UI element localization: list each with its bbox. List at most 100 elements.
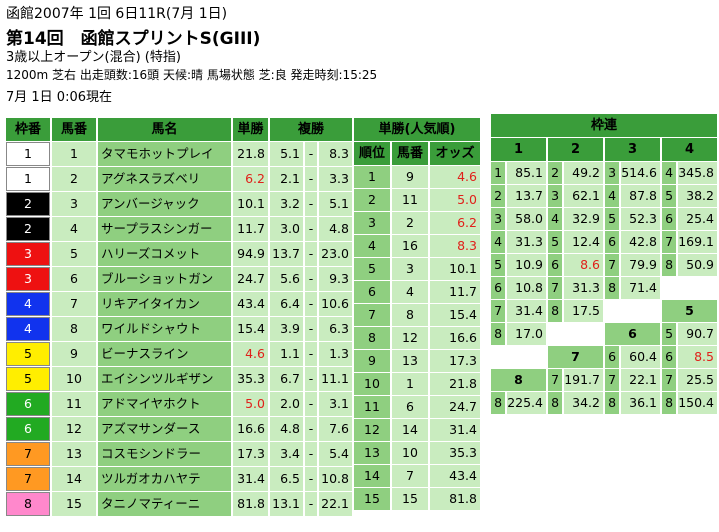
waku-number: 5 bbox=[6, 342, 50, 366]
popularity-odds: 43.4 bbox=[430, 465, 480, 487]
place-odds-separator: - bbox=[305, 167, 317, 191]
wakuren-pair-waku: 4 bbox=[605, 185, 620, 207]
wakuren-row: 8 7 191.7 7 22.1 7 25.5 bbox=[491, 369, 717, 391]
umaban: 9 bbox=[52, 342, 96, 366]
popularity-odds: 4.6 bbox=[430, 166, 480, 188]
place-odds-high: 5.4 bbox=[319, 442, 352, 466]
wakuren-pair-waku: 8 bbox=[662, 392, 677, 414]
place-odds-separator: - bbox=[305, 192, 317, 216]
umaban: 6 bbox=[52, 267, 96, 291]
wakuren-odds: 345.8 bbox=[678, 162, 717, 184]
horse-row: 5 10 エイシンツルギザン 35.3 6.7-11.1 bbox=[6, 367, 352, 391]
place-odds-high: 1.3 bbox=[319, 342, 352, 366]
popularity-rank: 6 bbox=[354, 281, 390, 303]
place-odds-separator: - bbox=[305, 267, 317, 291]
popularity-umaban: 11 bbox=[392, 189, 428, 211]
wakuren-group-header: 8 bbox=[491, 369, 546, 391]
popularity-title-row: 単勝(人気順) bbox=[354, 118, 480, 141]
col-header-win: 単勝 bbox=[233, 118, 268, 141]
wakuren-row: 8 225.4 8 34.2 8 36.1 8 150.4 bbox=[491, 392, 717, 414]
umaban: 12 bbox=[52, 417, 96, 441]
umaban: 5 bbox=[52, 242, 96, 266]
wakuren-col-3: 3 bbox=[605, 138, 660, 161]
horse-name: リキアイタイカン bbox=[98, 292, 231, 316]
win-odds: 17.3 bbox=[233, 442, 268, 466]
popularity-umaban: 6 bbox=[392, 396, 428, 418]
popularity-row: 8 12 16.6 bbox=[354, 327, 480, 349]
place-odds-separator: - bbox=[305, 417, 317, 441]
horse-row: 4 7 リキアイタイカン 43.4 6.4-10.6 bbox=[6, 292, 352, 316]
place-odds-low: 6.5 bbox=[270, 467, 303, 491]
place-odds-high: 7.6 bbox=[319, 417, 352, 441]
popularity-row: 5 3 10.1 bbox=[354, 258, 480, 280]
horse-row: 1 1 タマモホットプレイ 21.8 5.1-8.3 bbox=[6, 142, 352, 166]
wakuren-group-header: 6 bbox=[605, 323, 660, 345]
waku-number: 4 bbox=[6, 292, 50, 316]
horse-name: サープラスシンガー bbox=[98, 217, 231, 241]
horse-row: 7 13 コスモシンドラー 17.3 3.4-5.4 bbox=[6, 442, 352, 466]
wakuren-empty bbox=[605, 300, 660, 322]
place-odds-high: 3.1 bbox=[319, 392, 352, 416]
umaban: 3 bbox=[52, 192, 96, 216]
place-odds-high: 5.1 bbox=[319, 192, 352, 216]
wakuren-odds: 17.5 bbox=[564, 300, 603, 322]
wakuren-odds: 10.8 bbox=[507, 277, 546, 299]
wakuren-odds: 17.0 bbox=[507, 323, 546, 345]
wakuren-empty bbox=[491, 346, 546, 368]
popularity-rank: 4 bbox=[354, 235, 390, 257]
wakuren-odds: 49.2 bbox=[564, 162, 603, 184]
wakuren-odds: 36.1 bbox=[621, 392, 660, 414]
popularity-rank: 12 bbox=[354, 419, 390, 441]
popularity-row: 10 1 21.8 bbox=[354, 373, 480, 395]
wakuren-odds: 42.8 bbox=[621, 231, 660, 253]
wakuren-odds: 514.6 bbox=[621, 162, 660, 184]
place-odds-low: 6.4 bbox=[270, 292, 303, 316]
popularity-umaban: 16 bbox=[392, 235, 428, 257]
horse-name: アドマイヤホクト bbox=[98, 392, 231, 416]
win-odds: 31.4 bbox=[233, 467, 268, 491]
popularity-rank: 8 bbox=[354, 327, 390, 349]
popularity-rank: 13 bbox=[354, 442, 390, 464]
win-odds: 24.7 bbox=[233, 267, 268, 291]
wakuren-empty bbox=[662, 277, 717, 299]
place-odds-low: 13.1 bbox=[270, 492, 303, 516]
waku-number: 7 bbox=[6, 467, 50, 491]
popularity-row: 12 14 31.4 bbox=[354, 419, 480, 441]
col-header-place: 複勝 bbox=[270, 118, 352, 141]
horse-row: 6 12 アズマサンダース 16.6 4.8-7.6 bbox=[6, 417, 352, 441]
waku-number: 8 bbox=[6, 492, 50, 516]
wakuren-pair-waku: 2 bbox=[548, 162, 563, 184]
col-header-waku: 枠番 bbox=[6, 118, 50, 141]
popularity-odds: 5.0 bbox=[430, 189, 480, 211]
wakuren-odds: 62.1 bbox=[564, 185, 603, 207]
wakuren-empty bbox=[548, 323, 603, 345]
place-odds-low: 2.1 bbox=[270, 167, 303, 191]
place-odds-separator: - bbox=[305, 367, 317, 391]
wakuren-col-2: 2 bbox=[548, 138, 603, 161]
popularity-odds: 35.3 bbox=[430, 442, 480, 464]
wakuren-odds: 60.4 bbox=[621, 346, 660, 368]
waku-number: 3 bbox=[6, 242, 50, 266]
wakuren-row: 8 17.0 6 5 90.7 bbox=[491, 323, 717, 345]
popularity-rank: 9 bbox=[354, 350, 390, 372]
popularity-odds: 6.2 bbox=[430, 212, 480, 234]
col-header-umaban: 馬番 bbox=[52, 118, 96, 141]
col-header-pop-umaban: 馬番 bbox=[392, 142, 428, 165]
umaban: 13 bbox=[52, 442, 96, 466]
wakuren-odds: 22.1 bbox=[621, 369, 660, 391]
waku-number: 4 bbox=[6, 317, 50, 341]
popularity-row: 11 6 24.7 bbox=[354, 396, 480, 418]
popularity-row: 4 16 8.3 bbox=[354, 235, 480, 257]
horse-row: 6 11 アドマイヤホクト 5.0 2.0-3.1 bbox=[6, 392, 352, 416]
wakuren-pair-waku: 6 bbox=[548, 254, 563, 276]
wakuren-pair-waku: 3 bbox=[548, 185, 563, 207]
wakuren-pair-waku: 1 bbox=[491, 162, 506, 184]
wakuren-odds: 34.2 bbox=[564, 392, 603, 414]
wakuren-group-header: 7 bbox=[548, 346, 603, 368]
horse-row: 7 14 ツルガオカハヤテ 31.4 6.5-10.8 bbox=[6, 467, 352, 491]
popularity-row: 14 7 43.4 bbox=[354, 465, 480, 487]
wakuren-title-row: 枠連 bbox=[491, 114, 717, 137]
popularity-umaban: 9 bbox=[392, 166, 428, 188]
horse-row: 8 15 タニノマティーニ 81.8 13.1-22.1 bbox=[6, 492, 352, 516]
wakuren-row: 7 31.4 8 17.5 5 bbox=[491, 300, 717, 322]
